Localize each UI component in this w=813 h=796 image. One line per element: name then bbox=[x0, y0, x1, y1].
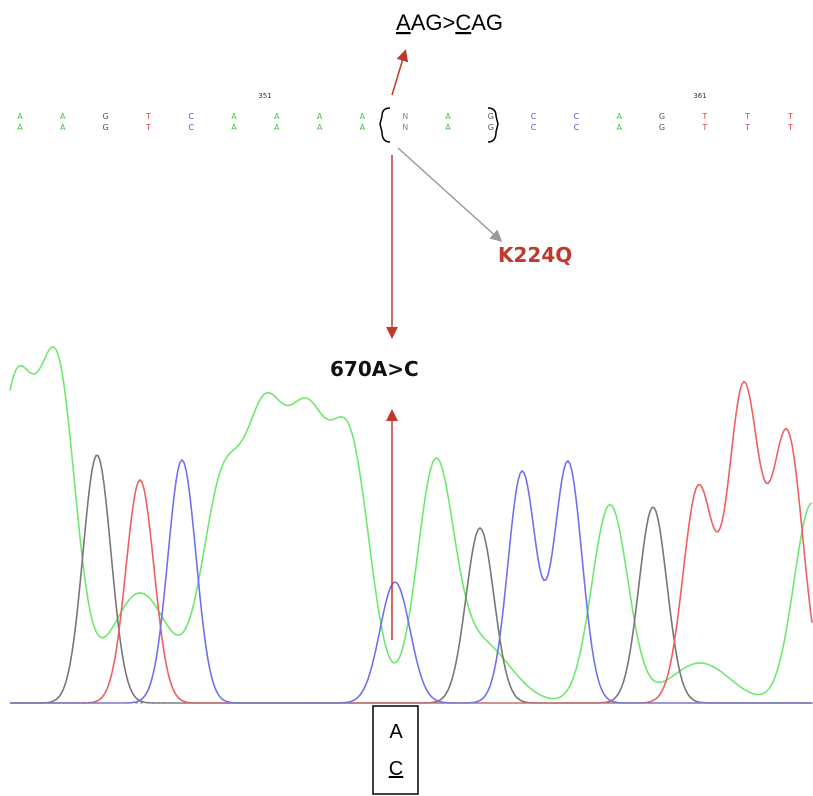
base-letter: A bbox=[445, 112, 451, 121]
base-letter: G bbox=[659, 112, 665, 121]
base-letter: A bbox=[17, 123, 23, 132]
protein-change: K224Q bbox=[498, 243, 572, 267]
base-letter: C bbox=[188, 123, 194, 132]
nucleotide-change: 670A>C bbox=[330, 357, 419, 381]
base-letter: N bbox=[402, 123, 408, 132]
base-letter: C bbox=[574, 123, 580, 132]
base-letter: A bbox=[445, 123, 451, 132]
codon-change: AAG>CAG bbox=[396, 10, 503, 35]
base-letter: G bbox=[659, 123, 665, 132]
base-letter: G bbox=[102, 112, 108, 121]
base-letter: T bbox=[701, 123, 707, 132]
codon-part: AG bbox=[471, 10, 503, 35]
base-call: A bbox=[389, 721, 403, 743]
base-letter: G bbox=[488, 112, 494, 121]
base-letter: T bbox=[701, 112, 707, 121]
base-letter: T bbox=[787, 123, 793, 132]
base-letter: A bbox=[360, 112, 366, 121]
codon-part: C bbox=[455, 10, 471, 35]
base-call-box bbox=[373, 706, 418, 794]
base-letter: A bbox=[274, 112, 280, 121]
codon-part: A bbox=[396, 10, 411, 35]
base-letter: N bbox=[402, 112, 408, 121]
base-letter: C bbox=[531, 112, 537, 121]
position-label: 361 bbox=[693, 92, 706, 100]
base-letter: T bbox=[744, 112, 750, 121]
base-letter: T bbox=[787, 112, 793, 121]
base-letter: A bbox=[17, 112, 23, 121]
base-letter: A bbox=[360, 123, 366, 132]
base-letter: T bbox=[744, 123, 750, 132]
codon-part: AG> bbox=[411, 10, 456, 35]
base-letter: G bbox=[488, 123, 494, 132]
base-call: C bbox=[389, 758, 403, 780]
base-letter: A bbox=[317, 123, 323, 132]
base-letter: T bbox=[145, 123, 151, 132]
base-letter: T bbox=[145, 112, 151, 121]
base-letter: C bbox=[188, 112, 194, 121]
base-letter: A bbox=[231, 112, 237, 121]
base-letter: A bbox=[317, 112, 323, 121]
base-letter: A bbox=[274, 123, 280, 132]
base-letter: G bbox=[102, 123, 108, 132]
figure: AAG>CAG 351 361 AAGTCAAAANAGCCAGTTTAAGTC… bbox=[0, 0, 813, 796]
base-letter: A bbox=[60, 112, 66, 121]
position-label: 351 bbox=[258, 92, 271, 100]
base-letter: C bbox=[531, 123, 537, 132]
base-letter: A bbox=[60, 123, 66, 132]
base-letter: C bbox=[574, 112, 580, 121]
base-letter: A bbox=[231, 123, 237, 132]
base-letter: A bbox=[616, 112, 622, 121]
base-letter: A bbox=[616, 123, 622, 132]
